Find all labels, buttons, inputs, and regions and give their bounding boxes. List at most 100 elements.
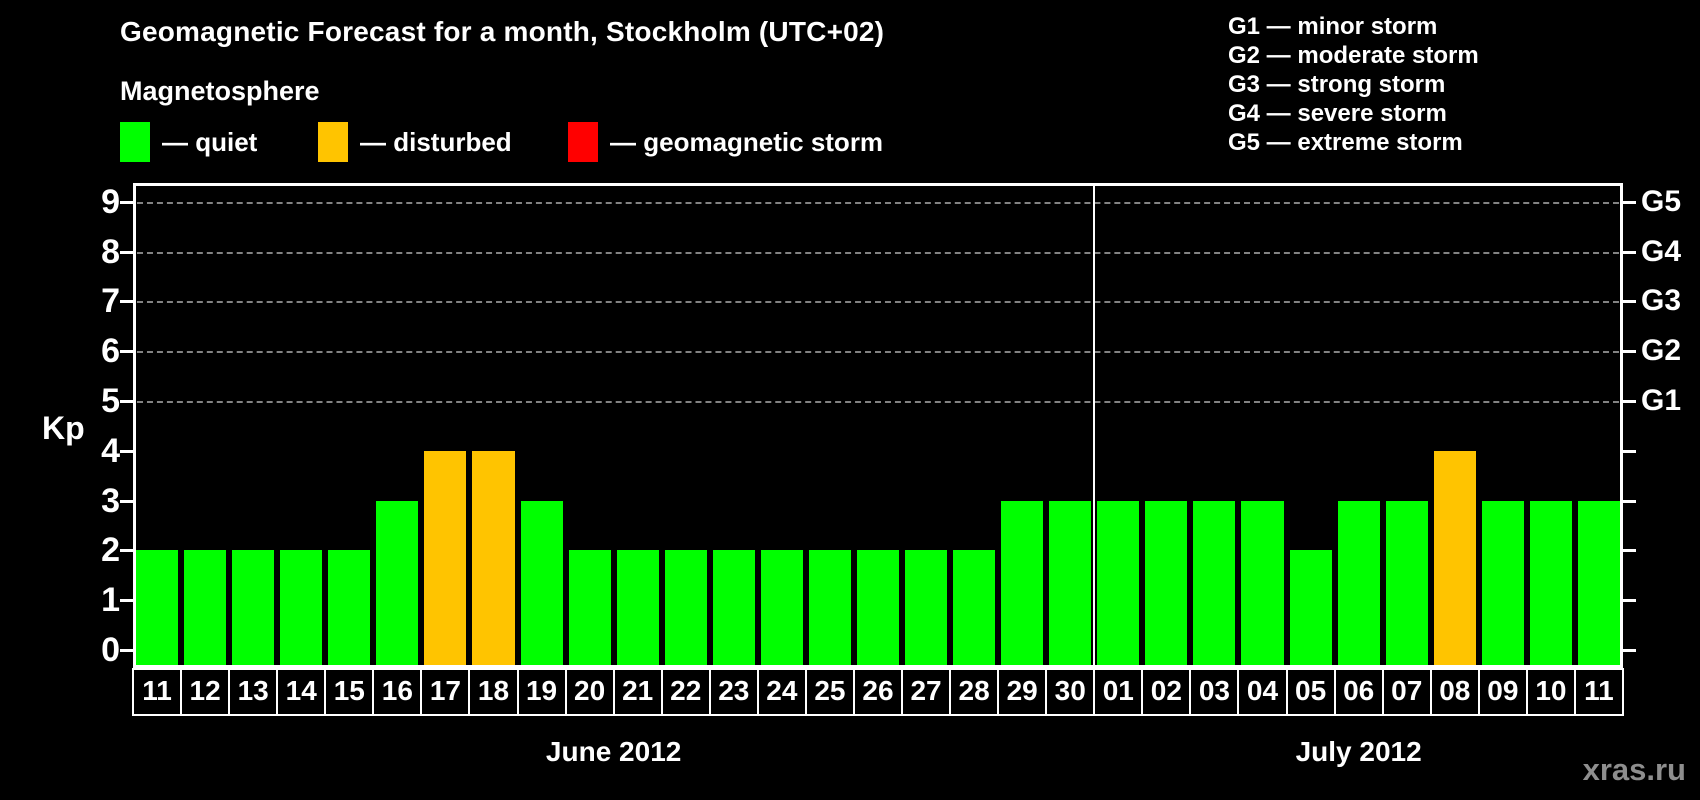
y-axis-tick-label: 0 bbox=[101, 631, 120, 669]
g-scale-legend-line: G2 — moderate storm bbox=[1228, 42, 1479, 69]
day-label-cell: 11 bbox=[132, 668, 183, 716]
day-label-cell: 05 bbox=[1285, 668, 1336, 716]
kp-bar bbox=[1577, 500, 1620, 665]
kp-bar bbox=[1529, 500, 1572, 665]
day-label-cell: 17 bbox=[420, 668, 471, 716]
axis-tick bbox=[1623, 400, 1636, 403]
day-label-cell: 30 bbox=[1045, 668, 1096, 716]
axis-tick bbox=[1623, 449, 1636, 453]
day-label-cell: 15 bbox=[324, 668, 375, 716]
day-label-cell: 22 bbox=[660, 668, 711, 716]
day-label-cell: 11 bbox=[1573, 668, 1624, 716]
day-label-cell: 26 bbox=[852, 668, 904, 716]
axis-tick bbox=[120, 400, 133, 403]
axis-tick bbox=[1623, 549, 1636, 553]
y-axis-tick-label: 2 bbox=[101, 531, 120, 570]
g-scale-legend-line: G1 — minor storm bbox=[1228, 13, 1438, 40]
g-scale-tick-label: G5 bbox=[1641, 184, 1682, 218]
axis-tick bbox=[120, 200, 133, 204]
y-axis-tick-label: 3 bbox=[101, 481, 120, 520]
y-axis-tick-label: 8 bbox=[101, 232, 120, 271]
watermark: xras.ru bbox=[1582, 752, 1686, 787]
axis-tick bbox=[1623, 250, 1636, 254]
gridline bbox=[137, 351, 1619, 354]
day-label-cell: 13 bbox=[228, 668, 279, 716]
y-axis-tick-label: 1 bbox=[101, 581, 120, 620]
kp-bar bbox=[1145, 500, 1188, 665]
kp-bar bbox=[953, 550, 996, 665]
day-label-cell: 25 bbox=[804, 668, 855, 716]
magnetosphere-label: Magnetosphere bbox=[120, 76, 320, 106]
day-label-cell: 08 bbox=[1429, 668, 1480, 716]
g-scale-legend-line: G5 — extreme storm bbox=[1228, 129, 1463, 156]
page-title: Geomagnetic Forecast for a month, Stockh… bbox=[120, 16, 885, 47]
day-label-cell: 04 bbox=[1237, 668, 1288, 716]
day-label-cell: 02 bbox=[1141, 668, 1192, 716]
gridline bbox=[137, 401, 1619, 403]
axis-tick bbox=[1623, 649, 1636, 652]
kp-bar bbox=[568, 550, 611, 665]
g-scale-tick-label: G3 bbox=[1641, 284, 1682, 318]
day-label-cell: 09 bbox=[1477, 668, 1528, 716]
axis-tick bbox=[1623, 350, 1636, 354]
quiet-legend-swatch bbox=[120, 122, 150, 162]
storm-legend-label: — geomagnetic storm bbox=[610, 127, 884, 157]
y-axis-tick-label: 6 bbox=[101, 332, 120, 371]
day-label-cell: 18 bbox=[468, 668, 519, 716]
kp-bar bbox=[1193, 500, 1236, 665]
gridline bbox=[137, 201, 1619, 204]
kp-bar bbox=[1289, 550, 1332, 665]
kp-bar bbox=[184, 550, 227, 665]
kp-bar bbox=[808, 550, 851, 665]
kp-bar bbox=[328, 550, 371, 665]
g-scale-legend-line: G4 — severe storm bbox=[1228, 100, 1447, 127]
g-scale-tick-label: G2 bbox=[1641, 334, 1682, 368]
day-label-cell: 19 bbox=[516, 668, 567, 716]
month-label: July 2012 bbox=[1295, 736, 1422, 767]
day-label-cell: 01 bbox=[1093, 668, 1144, 716]
axis-tick bbox=[120, 449, 133, 453]
storm-legend-swatch bbox=[568, 122, 598, 162]
day-label-cell: 29 bbox=[997, 668, 1048, 716]
kp-bar bbox=[905, 550, 948, 665]
day-label-cell: 12 bbox=[180, 668, 231, 716]
gridline bbox=[137, 251, 1619, 254]
day-label-cell: 28 bbox=[949, 668, 1000, 716]
kp-bar bbox=[760, 550, 803, 665]
gridline bbox=[137, 301, 1619, 304]
kp-bar bbox=[1481, 500, 1524, 665]
kp-bar bbox=[1097, 500, 1140, 665]
day-label-cell: 24 bbox=[756, 668, 807, 716]
kp-bar bbox=[232, 550, 275, 665]
g-scale-tick-label: G4 bbox=[1641, 234, 1682, 268]
kp-bar bbox=[1433, 450, 1476, 665]
plot-area bbox=[133, 183, 1623, 668]
y-axis-title: Kp bbox=[42, 410, 85, 446]
axis-tick bbox=[1623, 499, 1636, 503]
day-label-cell: 07 bbox=[1381, 668, 1432, 716]
axis-tick bbox=[120, 499, 133, 503]
axis-tick bbox=[1623, 599, 1636, 603]
g-scale-legend: G1 — minor storm G2 — moderate storm G3 — … bbox=[1228, 12, 1479, 157]
disturbed-legend-swatch bbox=[318, 122, 348, 162]
kp-bar bbox=[1337, 500, 1380, 665]
quiet-legend-label: — quiet bbox=[162, 127, 258, 157]
axis-tick bbox=[120, 250, 133, 254]
disturbed-legend-label: — disturbed bbox=[360, 127, 512, 157]
kp-bar bbox=[1385, 500, 1428, 665]
y-axis-tick-label: 4 bbox=[101, 431, 120, 470]
axis-tick bbox=[1623, 200, 1636, 204]
day-label-cell: 14 bbox=[276, 668, 327, 716]
day-label-cell: 21 bbox=[612, 668, 663, 716]
month-label: June 2012 bbox=[545, 736, 682, 767]
kp-bar bbox=[664, 550, 707, 665]
axis-tick bbox=[1623, 300, 1636, 304]
day-label-cell: 23 bbox=[708, 668, 759, 716]
axis-tick bbox=[120, 300, 133, 304]
day-label-cell: 10 bbox=[1525, 668, 1576, 716]
day-label-cell: 06 bbox=[1333, 668, 1384, 716]
y-axis-tick-label: 9 bbox=[101, 182, 120, 221]
y-axis-tick-label: 7 bbox=[101, 282, 120, 321]
magnetosphere-legend: — quiet — disturbed — geomagnetic storm bbox=[0, 0, 1100, 170]
